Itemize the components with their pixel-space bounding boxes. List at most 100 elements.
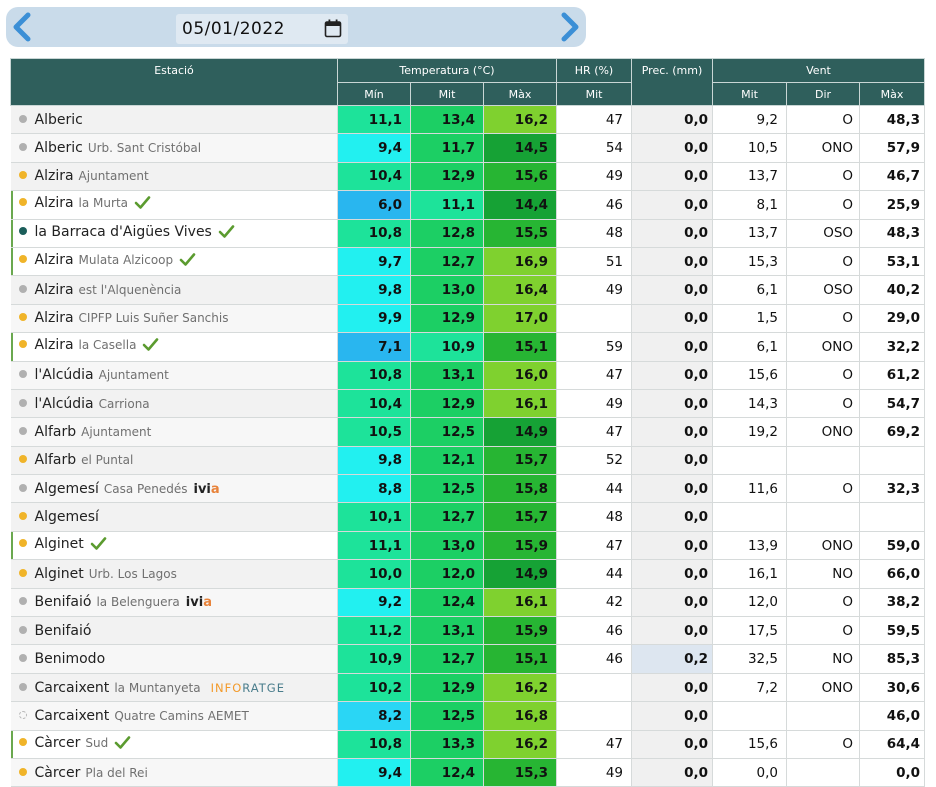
station-name[interactable]: Alzira (34, 168, 74, 185)
temp-min-cell: 10,2 (337, 673, 411, 703)
station-cell[interactable]: Alberic (10, 105, 338, 135)
station-name[interactable]: Carcaixent (34, 679, 110, 696)
next-day-button[interactable] (556, 11, 584, 43)
wind-dir-cell: ONO (786, 531, 861, 561)
station-name[interactable]: Benimodo (34, 651, 106, 668)
col-temp-avg[interactable]: Mit (410, 82, 484, 106)
col-wind-max[interactable]: Màx (859, 82, 926, 106)
table-row[interactable]: Benifaió 11,2 13,1 15,9 46 0,0 17,5 O 59,5 (10, 616, 926, 646)
table-row[interactable]: Carcaixent Quatre Camins AEMET 8,2 12,5 16,8… (10, 701, 926, 731)
table-row[interactable]: Alberic Urb. Sant Cristóbal 9,4 11,7 14,5 54 0… (10, 133, 926, 163)
station-cell[interactable]: Alginet (10, 531, 338, 561)
station-cell[interactable]: Alzira la Murta (10, 190, 338, 220)
table-row[interactable]: Alfarb el Puntal 9,8 12,1 15,7 52 0,0 (10, 446, 926, 476)
station-name[interactable]: Algemesí (34, 509, 99, 526)
station-name[interactable]: Algemesí (34, 480, 99, 497)
station-name[interactable]: Càrcer (34, 764, 81, 781)
station-cell[interactable]: Alginet Urb. Los Lagos (10, 559, 338, 589)
station-table: Estació Temperatura (°C) HR (%) Prec. (m… (10, 58, 926, 787)
temp-avg-cell: 13,0 (410, 275, 484, 305)
station-name[interactable]: l'Alcúdia (34, 367, 94, 384)
status-dot-icon (18, 398, 27, 407)
station-name[interactable]: Benifaió (34, 594, 92, 611)
table-row[interactable]: l'Alcúdia Carriona 10,4 12,9 16,1 49 0,0 14,3 O 5… (10, 389, 926, 419)
chevron-right-icon (561, 12, 579, 42)
station-cell[interactable]: Benifaió la Belenguera ivia (10, 588, 338, 618)
table-row[interactable]: Càrcer Sud 10,8 13,3 16,2 47 0,0 15,6 O 64,4 (10, 730, 926, 759)
station-name[interactable]: Càrcer (34, 734, 81, 751)
station-name[interactable]: la Barraca d'Aigües Vives (34, 223, 212, 240)
station-name[interactable]: Alzira (34, 252, 74, 269)
temp-avg-cell: 12,5 (410, 701, 484, 731)
wind-max-cell: 25,9 (859, 190, 926, 220)
station-cell[interactable]: Alfarb el Puntal (10, 446, 338, 476)
wind-max-cell (859, 502, 926, 532)
station-name[interactable]: Alginet (34, 565, 84, 582)
station-cell[interactable]: Alzira est l'Alquenència (10, 275, 338, 305)
date-input[interactable]: 05/01/2022 (176, 14, 348, 44)
table-row[interactable]: Alzira CIPFP Luis Suñer Sanchis 9,9 12,9 17,… (10, 304, 926, 334)
col-temp-max[interactable]: Màx (482, 82, 558, 106)
table-row[interactable]: Alzira la Casella 7,1 10,9 15,1 59 0,0 6,1 ONO 32… (10, 332, 926, 362)
station-cell[interactable]: Algemesí (10, 502, 338, 532)
table-row[interactable]: Alzira Ajuntament 10,4 12,9 15,6 49 0,0 13,7 O 46… (10, 162, 926, 192)
table-row[interactable]: Carcaixent la Muntanyeta INFORATGE 10,2 12,9… (10, 673, 926, 703)
station-cell[interactable]: Benifaió (10, 616, 338, 646)
temp-avg-cell: 13,1 (410, 361, 484, 390)
table-row[interactable]: Alberic 11,1 13,4 16,2 47 0,0 9,2 O 48,3 (10, 105, 926, 135)
station-name[interactable]: Carcaixent (34, 707, 110, 724)
table-row[interactable]: Alginet Urb. Los Lagos 10,0 12,0 14,9 44 0,0 16… (10, 559, 926, 589)
station-cell[interactable]: Algemesí Casa Penedés ivia (10, 474, 338, 504)
station-cell[interactable]: Alzira Ajuntament (10, 162, 338, 192)
table-row[interactable]: l'Alcúdia Ajuntament 10,8 13,1 16,0 47 0,0 15,6… (10, 361, 926, 390)
station-name[interactable]: Alginet (34, 536, 84, 553)
col-hr-avg[interactable]: Mit (556, 82, 633, 106)
station-cell[interactable]: Càrcer Pla del Rei (10, 758, 338, 787)
table-row[interactable]: la Barraca d'Aigües Vives 10,8 12,8 15,5 48 0… (10, 219, 926, 248)
station-name[interactable]: l'Alcúdia (34, 395, 94, 412)
station-cell[interactable]: Alzira la Casella (10, 332, 338, 362)
previous-day-button[interactable] (8, 11, 36, 43)
wind-max-cell: 40,2 (859, 275, 926, 305)
table-row[interactable]: Alzira est l'Alquenència 9,8 13,0 16,4 49 0,0 6… (10, 275, 926, 305)
station-cell[interactable]: Carcaixent la Muntanyeta INFORATGE (10, 673, 338, 703)
station-name[interactable]: Alberic (34, 111, 83, 128)
wind-max-cell: 61,2 (859, 361, 926, 390)
table-row[interactable]: Alzira Mulata Alzicoop 9,7 12,7 16,9 51 0,0 15,… (10, 247, 926, 277)
temp-min-cell: 11,2 (337, 616, 411, 646)
table-row[interactable]: Càrcer Pla del Rei 9,4 12,4 15,3 49 0,0 0,0 0,0 (10, 758, 926, 787)
col-temp-min[interactable]: Mín (337, 82, 411, 106)
station-name[interactable]: Alzira (34, 195, 74, 212)
humidity-cell: 48 (556, 502, 633, 532)
table-row[interactable]: Alfarb Ajuntament 10,5 12,5 14,9 47 0,0 19,2 ONO… (10, 417, 926, 447)
col-precipitation[interactable]: Prec. (mm) (631, 58, 714, 106)
station-cell[interactable]: Alfarb Ajuntament (10, 417, 338, 447)
table-row[interactable]: Algemesí Casa Penedés ivia 8,8 12,5 15,8 44 0,0… (10, 474, 926, 504)
station-cell[interactable]: Alzira CIPFP Luis Suñer Sanchis (10, 304, 338, 334)
station-name[interactable]: Alfarb (34, 452, 77, 469)
station-name[interactable]: Alzira (34, 310, 74, 327)
station-name[interactable]: Benifaió (34, 622, 92, 639)
table-row[interactable]: Algemesí 10,1 12,7 15,7 48 0,0 (10, 502, 926, 532)
table-row[interactable]: Alginet 11,1 13,0 15,9 47 0,0 13,9 ONO 59,0 (10, 531, 926, 561)
station-cell[interactable]: Alzira Mulata Alzicoop (10, 247, 338, 277)
station-cell[interactable]: Carcaixent Quatre Camins AEMET (10, 701, 338, 731)
station-cell[interactable]: Alberic Urb. Sant Cristóbal (10, 133, 338, 163)
col-station[interactable]: Estació (10, 58, 338, 106)
table-row[interactable]: Benifaió la Belenguera ivia 9,2 12,4 16,1 42 0,… (10, 588, 926, 618)
table-row[interactable]: Benimodo 10,9 12,7 15,1 46 0,2 32,5 NO 85,3 (10, 644, 926, 674)
station-cell[interactable]: la Barraca d'Aigües Vives (10, 219, 338, 248)
station-cell[interactable]: Càrcer Sud (10, 730, 338, 759)
station-name[interactable]: Alberic (34, 140, 83, 157)
station-cell[interactable]: Benimodo (10, 644, 338, 674)
station-name[interactable]: Alzira (34, 337, 74, 354)
station-cell[interactable]: l'Alcúdia Ajuntament (10, 361, 338, 390)
station-cell[interactable]: l'Alcúdia Carriona (10, 389, 338, 419)
table-row[interactable]: Alzira la Murta 6,0 11,1 14,4 46 0,0 8,1 O 25,9 (10, 190, 926, 220)
inforatge-logo: INFORATGE (210, 680, 285, 695)
calendar-icon[interactable] (324, 19, 342, 43)
station-name[interactable]: Alzira (34, 282, 74, 299)
station-name[interactable]: Alfarb (34, 423, 77, 440)
col-wind-dir[interactable]: Dir (786, 82, 861, 106)
col-wind-avg[interactable]: Mit (712, 82, 788, 106)
